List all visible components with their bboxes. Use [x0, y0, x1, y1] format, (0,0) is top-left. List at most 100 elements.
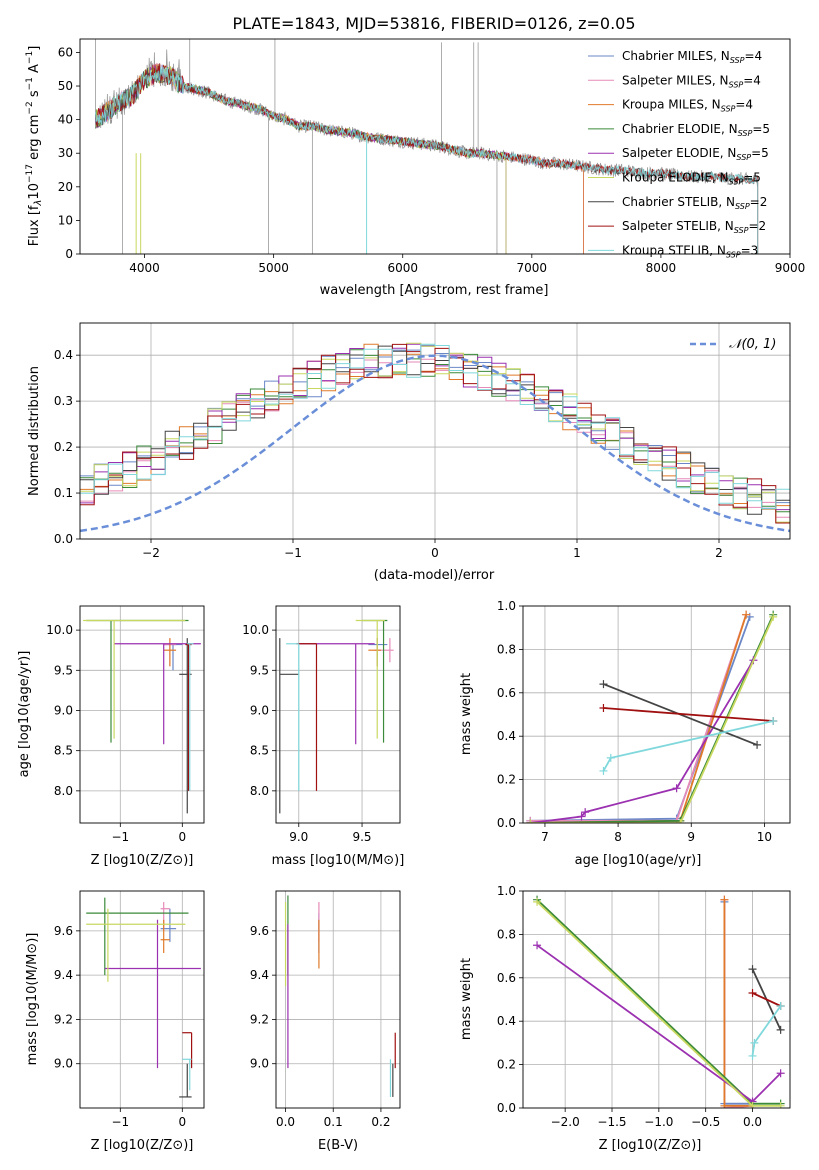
weight-point-marker: [672, 784, 681, 793]
x-tick-label: −1.0: [644, 1115, 673, 1129]
gaussian-curve: [80, 354, 790, 533]
weight-point-marker: [606, 753, 615, 762]
age-vs-mass-xlabel: mass [log10(M/M⊙)]: [272, 853, 405, 868]
x-tick-label: 4000: [129, 261, 160, 275]
model-spectrum-line: [95, 63, 507, 254]
weight-point-marker: [776, 1101, 785, 1108]
y-tick-label: 1.0: [497, 884, 516, 898]
legend-entry: Salpeter ELODIE, NSSP=5: [622, 146, 769, 162]
x-tick-label: −1.5: [597, 1115, 626, 1129]
y-tick-label: 9.2: [250, 1012, 269, 1026]
weight-line: [752, 992, 781, 1007]
y-tick-label: 8.5: [54, 744, 73, 758]
y-tick-label: 8.0: [54, 784, 73, 798]
plot-area: [86, 897, 201, 1098]
weight-point-marker: [599, 680, 608, 689]
model-spectrum-line: [95, 65, 507, 254]
weight-vs-metallicity-ylabel: mass weight: [459, 958, 474, 1040]
x-tick-label: 0.0: [276, 1115, 295, 1129]
x-tick-label: −1: [284, 546, 302, 560]
y-tick-label: 9.0: [54, 1057, 73, 1071]
y-tick-label: 10.0: [242, 623, 269, 637]
y-tick-label: 0.6: [497, 971, 516, 985]
y-tick-label: 30: [58, 146, 73, 160]
residual-xlabel: (data-model)/error: [374, 568, 495, 583]
weight-vs-metallicity-panel: −2.0 −1.5 −1.0 −0.5 0.0 0.0 0.2 0.4 0.6 0.8 1.0: [497, 884, 791, 1129]
plot-area: [284, 895, 396, 1097]
y-tick-label: 8.0: [250, 784, 269, 798]
weight-line: [603, 707, 774, 722]
weight-line: [530, 659, 755, 823]
y-tick-label: 10.0: [46, 623, 73, 637]
y-tick-label: 0.2: [497, 1058, 516, 1072]
residual-histogram-step: [80, 343, 790, 510]
weight-point-marker: [581, 808, 590, 817]
legend-entry: Salpeter STELIB, NSSP=2: [622, 219, 766, 235]
weight-point-marker: [577, 812, 586, 821]
y-tick-label: 9.0: [54, 703, 73, 717]
y-tick-label: 1.0: [497, 599, 516, 613]
x-tick-label: 8: [614, 830, 622, 844]
y-tick-label: 0.0: [54, 532, 73, 546]
spectrum-xlabel: wavelength [Angstrom, rest frame]: [320, 283, 549, 298]
weight-point-marker: [753, 740, 762, 749]
axes-frame: [522, 605, 791, 824]
mass-vs-metallicity-panel: −1 0 9.0 9.2 9.4 9.6: [54, 890, 205, 1129]
weight-line: [530, 616, 775, 823]
weight-point-marker: [776, 1069, 785, 1078]
x-tick-label: 1: [573, 546, 581, 560]
legend-entry: Chabrier ELODIE, NSSP=5: [622, 122, 770, 138]
y-tick-label: 0.8: [497, 642, 516, 656]
plot-area: [95, 39, 759, 254]
axes-frame: [79, 890, 205, 1109]
plot-area: [526, 610, 778, 823]
y-tick-label: 10: [58, 213, 73, 227]
weight-point-marker: [748, 1051, 757, 1060]
y-tick-label: 0.8: [497, 927, 516, 941]
y-tick-label: 9.0: [250, 703, 269, 717]
x-tick-label: 0.2: [371, 1115, 390, 1129]
model-spectrum-line: [95, 63, 759, 254]
mass-vs-metallicity-ylabel: mass [log10(M/M⊙)]: [25, 933, 40, 1066]
x-tick-label: 0.1: [324, 1115, 343, 1129]
y-tick-label: 9.5: [250, 663, 269, 677]
mass-vs-ebv-panel: 0.0 0.1 0.2 9.0 9.2 9.4 9.6: [250, 890, 401, 1129]
x-tick-label: 8000: [646, 261, 677, 275]
age-vs-metallicity-ylabel: age [log10(age/yr)]: [17, 651, 32, 778]
x-tick-label: 6000: [387, 261, 418, 275]
weight-point-marker: [750, 1038, 759, 1047]
y-tick-label: 0.2: [54, 440, 73, 454]
legend-entry: Chabrier STELIB, NSSP=2: [622, 195, 767, 211]
residual-ylabel: Normed distribution: [27, 366, 42, 496]
plot-area: [80, 342, 790, 533]
residual-legend: 𝒩(0, 1): [690, 337, 776, 352]
x-tick-label: 0: [178, 830, 186, 844]
weight-vs-age-panel: 7 8 9 10 0.0 0.2 0.4 0.6 0.8 1.0: [497, 599, 791, 844]
x-tick-label: −2: [142, 546, 160, 560]
y-tick-label: 9.0: [250, 1057, 269, 1071]
y-tick-label: 9.6: [250, 924, 269, 938]
weight-point-marker: [769, 612, 778, 621]
weight-vs-age-xlabel: age [log10(age/yr)]: [575, 853, 702, 868]
residual-panel: −2 −1 0 1 2 0.0 0.1 0.2 0.3 0.4: [54, 322, 791, 560]
x-tick-label: 0: [178, 1115, 186, 1129]
weight-line: [530, 614, 747, 823]
y-tick-label: 20: [58, 180, 73, 194]
axes-frame: [522, 890, 791, 1109]
age-vs-mass-panel: 9.0 9.5 8.0 8.5 9.0 9.5 10.0: [242, 605, 401, 844]
y-tick-label: 9.2: [54, 1012, 73, 1026]
x-tick-label: 5000: [258, 261, 289, 275]
gaussian-legend-label: 𝒩(0, 1): [729, 337, 776, 352]
y-tick-label: 0.1: [54, 486, 73, 500]
y-tick-label: 0.2: [497, 773, 516, 787]
x-tick-label: −2.0: [551, 1115, 580, 1129]
plot-area: [533, 895, 785, 1108]
weight-line: [530, 616, 751, 822]
mass-vs-ebv-xlabel: E(B-V): [318, 1138, 358, 1153]
x-tick-label: 10: [757, 830, 772, 844]
residual-histogram-step: [80, 349, 790, 513]
spectrum-panel: 4000 5000 6000 7000 8000 9000 0 10 20 30 40 50 60: [58, 38, 806, 275]
axes-frame: [275, 605, 401, 824]
weight-point-marker: [748, 965, 757, 974]
x-tick-label: 9000: [775, 261, 806, 275]
